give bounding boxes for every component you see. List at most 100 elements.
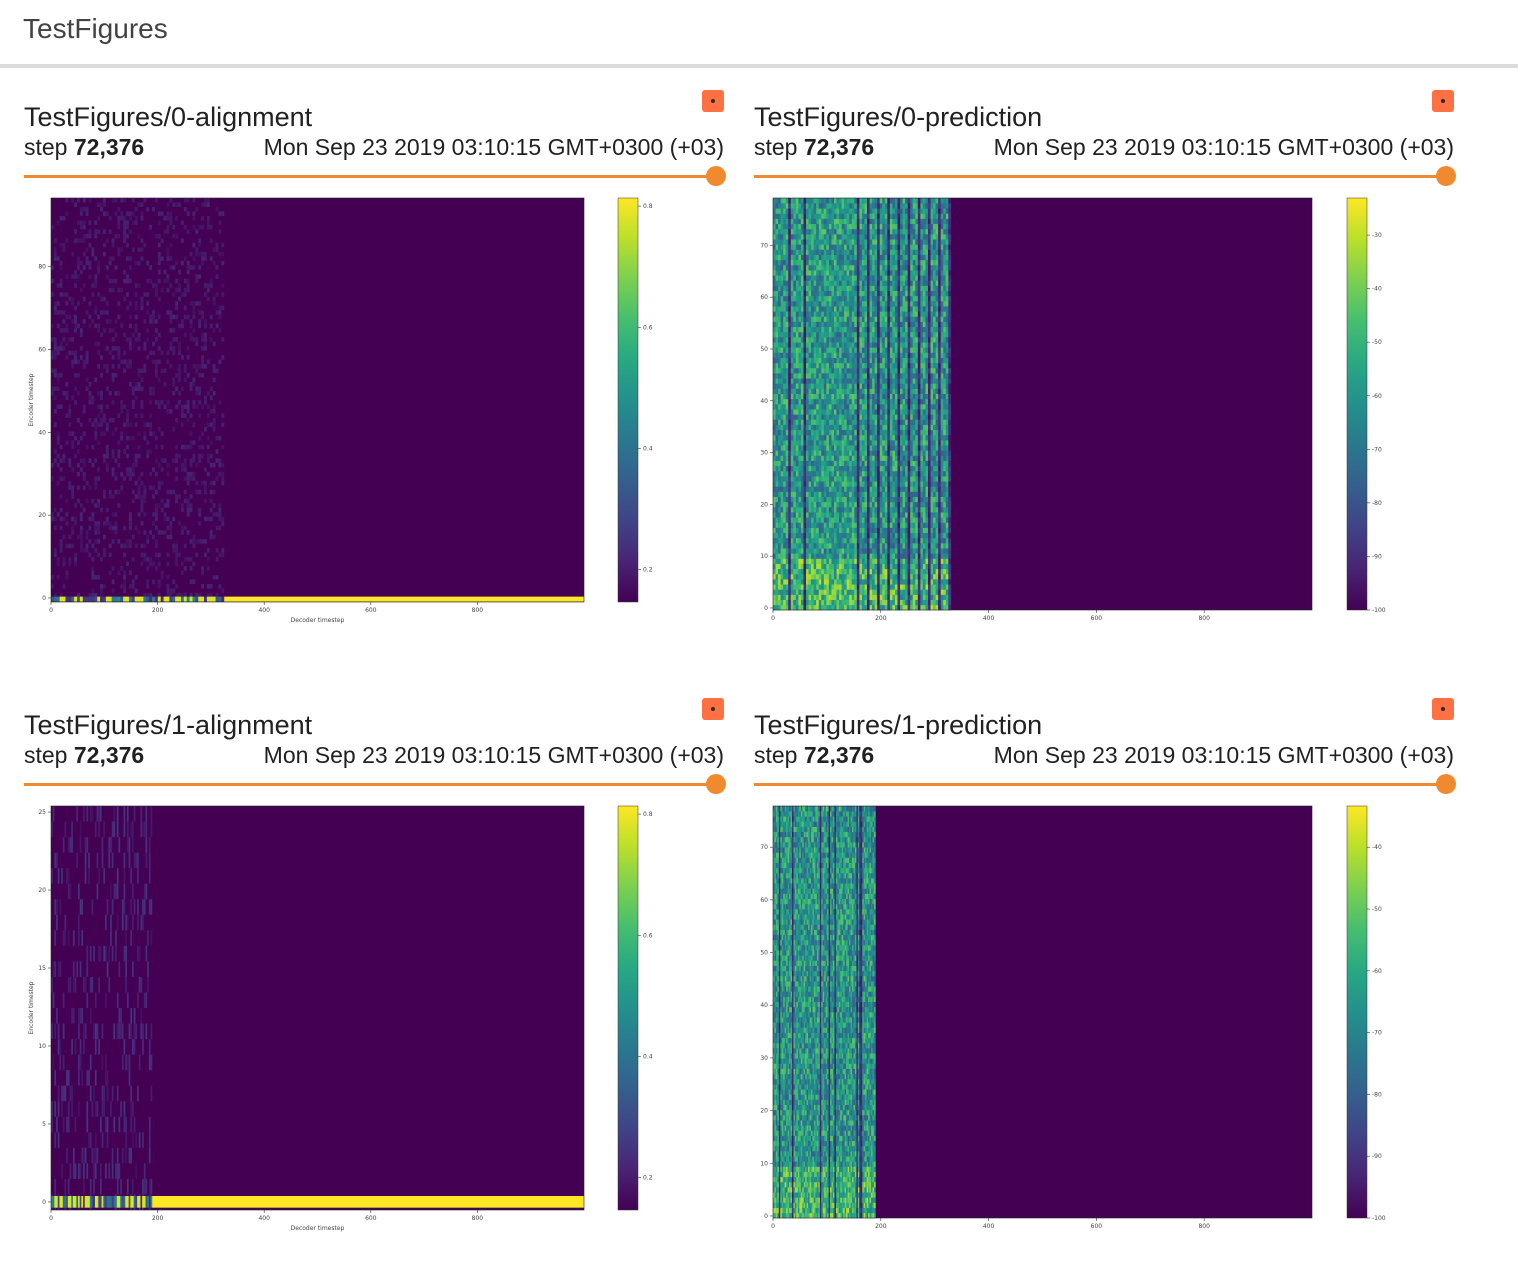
card-title: TestFigures/0-alignment <box>24 102 313 132</box>
x-tick-label: 400 <box>983 1223 995 1230</box>
figure-image: 0 200 400 600 800 0 5 10 15 20 25 Decoder timestep E… <box>24 802 724 1242</box>
step-slider-handle[interactable] <box>706 166 726 186</box>
y-axis-label: Encoder timestep <box>28 373 35 426</box>
x-tick-label: 200 <box>875 1223 887 1230</box>
heatmap-plot-area <box>51 198 584 602</box>
y-tick-label: 30 <box>760 450 768 457</box>
x-axis-label: Decoder timestep <box>291 617 345 624</box>
y-tick-label: 80 <box>38 264 46 271</box>
y-tick-label: 60 <box>760 897 768 904</box>
colorbar <box>617 197 639 603</box>
heatmap-figure: 0 200 400 600 800 0 5 10 15 20 25 Decoder timestep E… <box>28 805 653 1232</box>
colorbar-tick-label: -90 <box>1372 1153 1382 1160</box>
heatmap-figure: 0 200 400 600 800 0 20 40 60 80 Decoder timestep En… <box>28 197 653 624</box>
step-slider-track[interactable] <box>24 783 714 786</box>
x-tick-label: 200 <box>152 607 164 614</box>
y-tick-label: 0 <box>42 595 46 602</box>
step-value: 72,376 <box>73 742 145 768</box>
y-tick-label: 20 <box>760 501 768 508</box>
y-tick-label: 10 <box>760 1160 768 1167</box>
colorbar-tick-label: 0.6 <box>643 324 653 331</box>
colorbar-tick-label: -60 <box>1372 393 1382 400</box>
step-label: step 72,376 <box>754 742 875 768</box>
x-tick-label: 600 <box>1091 1223 1103 1230</box>
x-tick-label: 600 <box>365 1215 377 1222</box>
y-tick-label: 20 <box>38 887 46 894</box>
x-axis-label: Decoder timestep <box>291 1225 345 1232</box>
run-color-badge <box>702 698 724 720</box>
heatmap-cells <box>773 198 952 611</box>
colorbar <box>1346 197 1368 611</box>
colorbar-tick-label: 0.8 <box>643 811 653 818</box>
heatmap-cells <box>51 806 584 1210</box>
colorbar <box>1346 805 1368 1219</box>
colorbar-tick-label: -40 <box>1372 286 1382 293</box>
x-tick-label: 0 <box>771 615 775 622</box>
run-color-badge <box>1432 698 1454 720</box>
image-card-0-alignment: TestFigures/0-alignment step 72,376 Mon … <box>24 90 726 662</box>
y-tick-label: 60 <box>38 347 46 354</box>
step-slider-track[interactable] <box>754 175 1444 178</box>
image-card-1-alignment: TestFigures/1-alignment step 72,376 Mon … <box>24 698 726 1270</box>
timestamp: Mon Sep 23 2019 03:10:15 GMT+0300 (+03) <box>993 134 1454 160</box>
colorbar-tick-label: -40 <box>1372 844 1382 851</box>
colorbar-tick-label: 0.6 <box>643 932 653 939</box>
y-tick-label: 0 <box>764 1213 768 1220</box>
x-tick-label: 200 <box>875 615 887 622</box>
colorbar-tick-label: -80 <box>1372 1091 1382 1098</box>
image-card-0-prediction: TestFigures/0-prediction step 72,376 Mon… <box>754 90 1456 662</box>
x-tick-label: 200 <box>152 1215 164 1222</box>
y-tick-label: 50 <box>760 346 768 353</box>
step-slider-handle[interactable] <box>706 774 726 794</box>
colorbar-tick-label: -90 <box>1372 553 1382 560</box>
y-tick-label: 40 <box>38 429 46 436</box>
card-title: TestFigures/1-prediction <box>754 710 1043 740</box>
colorbar-tick-label: 0.2 <box>643 1175 653 1182</box>
x-tick-label: 800 <box>1198 1223 1210 1230</box>
step-slider-track[interactable] <box>24 175 714 178</box>
section-title[interactable]: TestFigures <box>23 13 168 44</box>
card-title: TestFigures/0-prediction <box>754 102 1043 132</box>
step-value: 72,376 <box>803 742 875 768</box>
colorbar-tick-label: -100 <box>1372 607 1386 614</box>
y-tick-label: 15 <box>38 965 46 972</box>
x-tick-label: 400 <box>983 615 995 622</box>
colorbar-tick-label: -50 <box>1372 906 1382 913</box>
y-tick-label: 70 <box>760 844 768 851</box>
step-value: 72,376 <box>803 134 875 160</box>
y-tick-label: 40 <box>760 398 768 405</box>
y-tick-label: 20 <box>38 512 46 519</box>
step-label: step 72,376 <box>24 134 145 160</box>
x-tick-label: 0 <box>771 1223 775 1230</box>
timestamp: Mon Sep 23 2019 03:10:15 GMT+0300 (+03) <box>263 134 724 160</box>
colorbar-tick-label: -60 <box>1372 968 1382 975</box>
y-tick-label: 5 <box>42 1121 46 1128</box>
heatmap-cells <box>51 198 584 602</box>
x-tick-label: 800 <box>472 1215 484 1222</box>
colorbar-tick-label: -80 <box>1372 500 1382 507</box>
y-tick-label: 60 <box>760 294 768 301</box>
colorbar-tick-label: 0.4 <box>643 445 653 452</box>
section-header: TestFigures <box>0 0 1518 68</box>
step-label: step 72,376 <box>754 134 875 160</box>
step-value: 72,376 <box>73 134 145 160</box>
x-tick-label: 800 <box>472 607 484 614</box>
x-tick-label: 0 <box>49 1215 53 1222</box>
y-tick-label: 0 <box>764 605 768 612</box>
step-slider-handle[interactable] <box>1436 774 1456 794</box>
y-tick-label: 40 <box>760 1002 768 1009</box>
colorbar <box>617 805 639 1211</box>
x-tick-label: 800 <box>1198 615 1210 622</box>
colorbar-tick-label: 0.2 <box>643 567 653 574</box>
step-slider-track[interactable] <box>754 783 1444 786</box>
heatmap-figure: 0 200 400 600 800 0 10 20 30 40 50 60 70 -100 -90 -80 -7… <box>760 197 1386 622</box>
y-tick-label: 25 <box>38 809 46 816</box>
y-tick-label: 30 <box>760 1055 768 1062</box>
step-label: step 72,376 <box>24 742 145 768</box>
step-slider-handle[interactable] <box>1436 166 1456 186</box>
plot-frame <box>50 197 585 603</box>
y-tick-label: 20 <box>760 1108 768 1115</box>
y-axis-label: Encoder timestep <box>28 981 35 1034</box>
run-color-badge <box>1432 90 1454 112</box>
colorbar-tick-label: -50 <box>1372 339 1382 346</box>
